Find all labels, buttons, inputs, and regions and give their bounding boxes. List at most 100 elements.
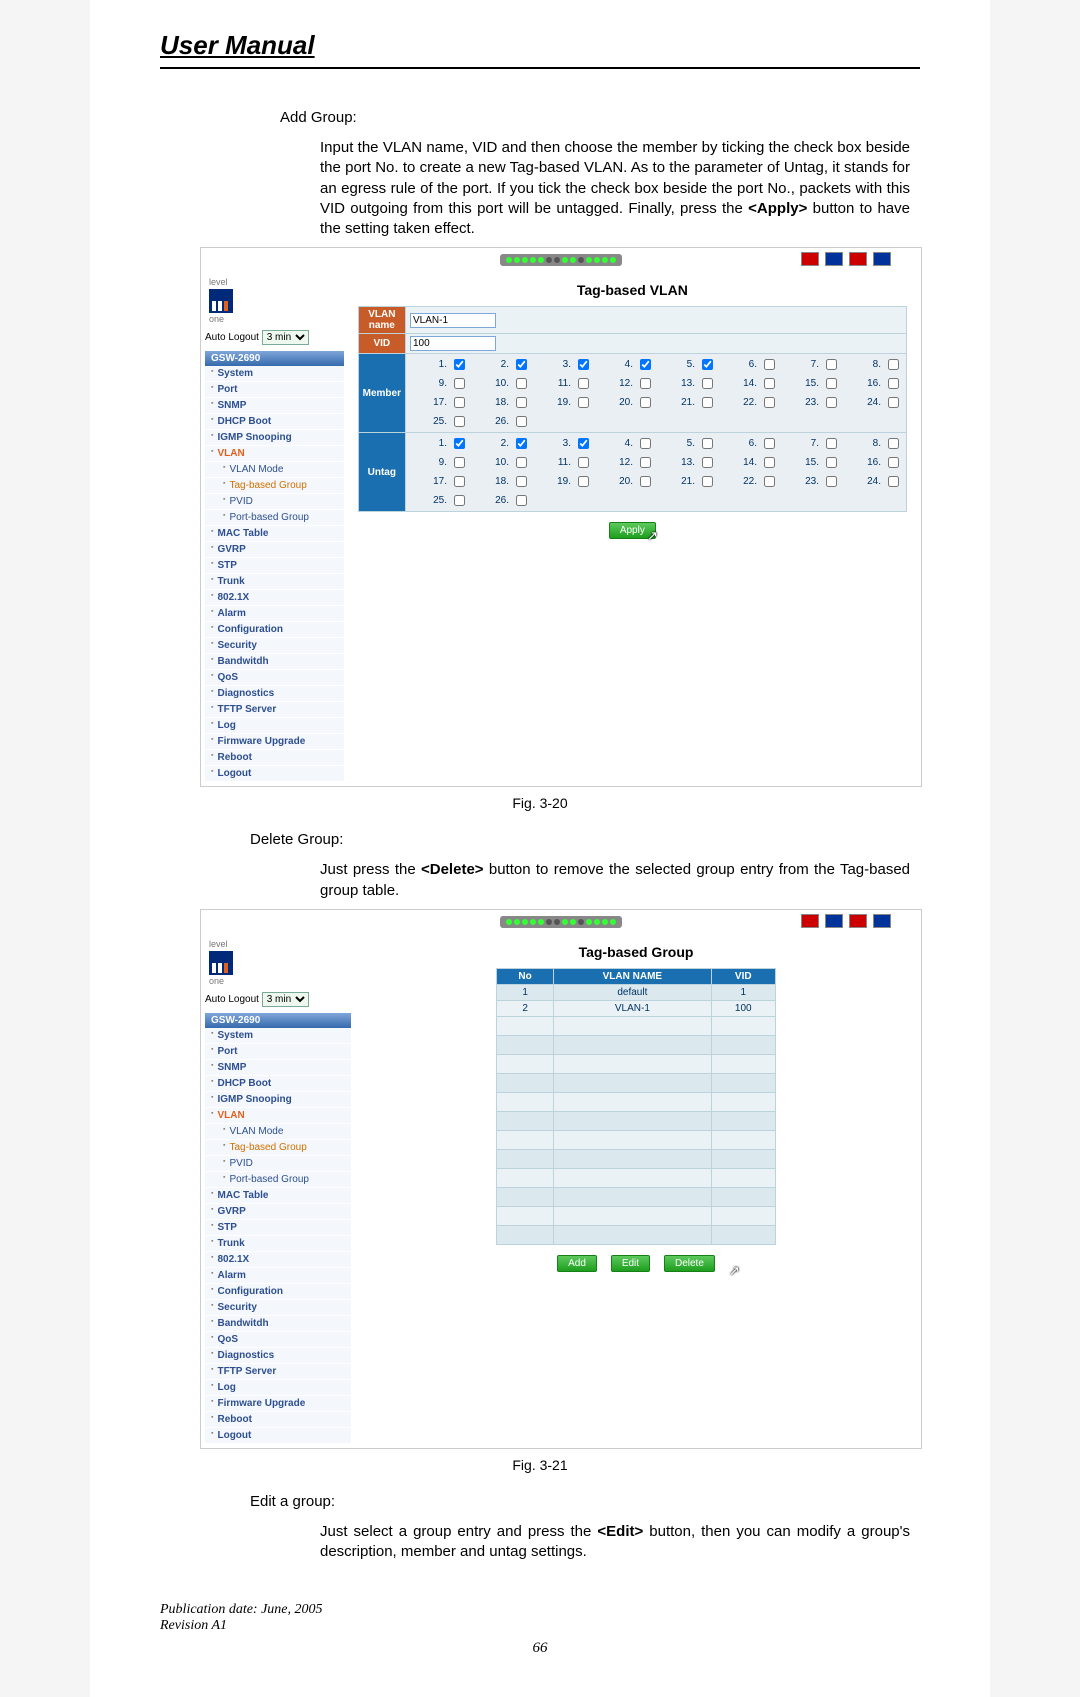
table-row[interactable]: 2VLAN-1100 [497,1000,776,1016]
nav-configuration[interactable]: Configuration [205,1284,351,1300]
port-11-checkbox[interactable] [578,457,589,468]
port-11-checkbox[interactable] [578,378,589,389]
port-8-checkbox[interactable] [888,359,899,370]
nav-vlan-mode[interactable]: VLAN Mode [205,1124,351,1140]
nav-system[interactable]: System [205,366,344,382]
port-15-checkbox[interactable] [826,457,837,468]
auto-logout-select[interactable]: 3 min [262,992,309,1007]
nav-snmp[interactable]: SNMP [205,1060,351,1076]
port-7-checkbox[interactable] [826,438,837,449]
nav-log[interactable]: Log [205,718,344,734]
nav-802-1x[interactable]: 802.1X [205,1252,351,1268]
nav-pvid[interactable]: PVID [205,1156,351,1172]
port-16-checkbox[interactable] [888,378,899,389]
port-2-checkbox[interactable] [516,438,527,449]
nav-port[interactable]: Port [205,382,344,398]
delete-button[interactable]: Delete [664,1255,715,1272]
port-23-checkbox[interactable] [826,397,837,408]
port-6-checkbox[interactable] [764,359,775,370]
nav-trunk[interactable]: Trunk [205,1236,351,1252]
nav-reboot[interactable]: Reboot [205,1412,351,1428]
nav-dhcp-boot[interactable]: DHCP Boot [205,414,344,430]
port-4-checkbox[interactable] [640,359,651,370]
flag-icon[interactable] [801,914,819,928]
nav-qos[interactable]: QoS [205,1332,351,1348]
flag-icon[interactable] [825,252,843,266]
port-20-checkbox[interactable] [640,397,651,408]
port-7-checkbox[interactable] [826,359,837,370]
nav-tftp-server[interactable]: TFTP Server [205,702,344,718]
nav-system[interactable]: System [205,1028,351,1044]
flag-icon[interactable] [825,914,843,928]
nav-trunk[interactable]: Trunk [205,574,344,590]
port-13-checkbox[interactable] [702,457,713,468]
nav-bandwitdh[interactable]: Bandwitdh [205,654,344,670]
port-18-checkbox[interactable] [516,397,527,408]
port-6-checkbox[interactable] [764,438,775,449]
port-18-checkbox[interactable] [516,476,527,487]
nav-vlan[interactable]: VLAN [205,1108,351,1124]
nav-bandwitdh[interactable]: Bandwitdh [205,1316,351,1332]
flag-icon[interactable] [849,914,867,928]
nav-security[interactable]: Security [205,1300,351,1316]
port-22-checkbox[interactable] [764,397,775,408]
port-23-checkbox[interactable] [826,476,837,487]
flag-icon[interactable] [849,252,867,266]
nav-gvrp[interactable]: GVRP [205,1204,351,1220]
port-26-checkbox[interactable] [516,495,527,506]
port-21-checkbox[interactable] [702,397,713,408]
port-19-checkbox[interactable] [578,397,589,408]
port-24-checkbox[interactable] [888,476,899,487]
port-14-checkbox[interactable] [764,378,775,389]
port-15-checkbox[interactable] [826,378,837,389]
nav-pvid[interactable]: PVID [205,494,344,510]
port-12-checkbox[interactable] [640,378,651,389]
nav-logout[interactable]: Logout [205,766,344,782]
nav-firmware-upgrade[interactable]: Firmware Upgrade [205,1396,351,1412]
nav-tag-based-group[interactable]: Tag-based Group [205,478,344,494]
port-5-checkbox[interactable] [702,359,713,370]
nav-vlan[interactable]: VLAN [205,446,344,462]
nav-firmware-upgrade[interactable]: Firmware Upgrade [205,734,344,750]
auto-logout-select[interactable]: 3 min [262,330,309,345]
add-button[interactable]: Add [557,1255,597,1272]
vlan-name-input[interactable] [410,313,496,328]
port-3-checkbox[interactable] [578,359,589,370]
port-1-checkbox[interactable] [454,359,465,370]
port-4-checkbox[interactable] [640,438,651,449]
port-8-checkbox[interactable] [888,438,899,449]
nav-diagnostics[interactable]: Diagnostics [205,1348,351,1364]
nav-mac-table[interactable]: MAC Table [205,526,344,542]
nav-qos[interactable]: QoS [205,670,344,686]
port-26-checkbox[interactable] [516,416,527,427]
nav-stp[interactable]: STP [205,558,344,574]
nav-igmp-snooping[interactable]: IGMP Snooping [205,430,344,446]
flag-icon[interactable] [873,252,891,266]
nav-log[interactable]: Log [205,1380,351,1396]
nav-configuration[interactable]: Configuration [205,622,344,638]
nav-port[interactable]: Port [205,1044,351,1060]
nav-stp[interactable]: STP [205,1220,351,1236]
table-row[interactable]: 1default1 [497,984,776,1000]
port-14-checkbox[interactable] [764,457,775,468]
port-17-checkbox[interactable] [454,476,465,487]
nav-dhcp-boot[interactable]: DHCP Boot [205,1076,351,1092]
port-13-checkbox[interactable] [702,378,713,389]
port-1-checkbox[interactable] [454,438,465,449]
nav-snmp[interactable]: SNMP [205,398,344,414]
nav-igmp-snooping[interactable]: IGMP Snooping [205,1092,351,1108]
port-9-checkbox[interactable] [454,378,465,389]
nav-mac-table[interactable]: MAC Table [205,1188,351,1204]
port-9-checkbox[interactable] [454,457,465,468]
port-3-checkbox[interactable] [578,438,589,449]
port-17-checkbox[interactable] [454,397,465,408]
port-20-checkbox[interactable] [640,476,651,487]
port-24-checkbox[interactable] [888,397,899,408]
port-16-checkbox[interactable] [888,457,899,468]
nav-port-based-group[interactable]: Port-based Group [205,510,344,526]
port-12-checkbox[interactable] [640,457,651,468]
port-10-checkbox[interactable] [516,457,527,468]
nav-port-based-group[interactable]: Port-based Group [205,1172,351,1188]
port-22-checkbox[interactable] [764,476,775,487]
nav-alarm[interactable]: Alarm [205,1268,351,1284]
